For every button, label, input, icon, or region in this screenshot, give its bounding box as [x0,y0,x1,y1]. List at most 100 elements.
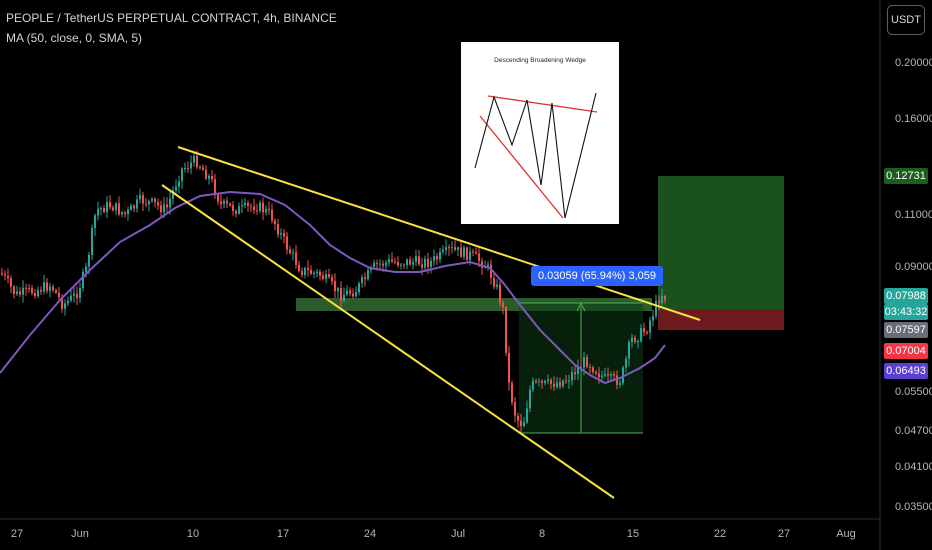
candle-body [511,382,513,403]
candle-body [307,267,309,270]
candle-body [634,337,636,342]
candle-body [346,290,348,295]
time-tick-label: Jun [71,528,89,540]
candle-body [211,176,213,180]
candle-body [409,259,411,265]
price-tick-label: 0.09000 [895,261,932,273]
candle-body [238,206,240,214]
candle-body [118,203,120,215]
time-tick-label: 8 [539,528,545,540]
candle-body [283,233,285,237]
candle-body [652,316,654,321]
candle-body [334,281,336,292]
candle-body [22,287,24,295]
position-target-zone [658,176,784,309]
candle-body [163,204,165,213]
candle-body [178,181,180,187]
candle-body [352,293,354,297]
time-axis[interactable]: 27 Jun 10 17 24 Jul 8 15 22 27 Aug [11,528,856,540]
candle-body [256,210,258,212]
time-tick-label: 22 [714,528,726,540]
candle-body [520,420,522,427]
inset-background [461,42,619,224]
candle-body [601,375,603,378]
candle-body [184,167,186,169]
candle-body [169,198,171,208]
candle-body [469,251,471,260]
candle-body [301,271,303,275]
candle-body [214,179,216,195]
candle-body [574,372,576,375]
stop-price-badge: 0.07004 [884,343,928,359]
inset-upper-line [487,95,598,113]
candle-body [424,258,426,268]
currency-button[interactable]: USDT [887,5,925,35]
candle-body [121,212,123,215]
candle-body [403,264,405,266]
candle-body [319,271,321,276]
candle-body [208,176,210,179]
candle-body [127,209,129,215]
candle-body [193,155,195,163]
candle-body [76,293,78,299]
candle-body [406,259,408,266]
candle-body [103,207,105,213]
candle-body [349,290,351,294]
candle-body [217,194,219,202]
inset-lower-line [479,115,564,219]
candle-body [583,357,585,368]
candle-body [490,264,492,279]
inset-title: Descending Broadening Wedge [494,57,586,64]
candle-body [508,352,510,383]
candle-body [259,202,261,212]
candle-body [262,202,264,213]
candle-body [526,408,528,423]
candle-body [613,374,615,376]
candle-body [622,367,624,384]
candle-body [466,247,468,260]
candle-body [298,264,300,272]
candle-body [73,293,75,296]
candle-body [1,273,3,275]
candle-body [133,205,135,209]
inset-zigzag [474,92,597,219]
candle-body [592,367,594,373]
candle-body [412,261,414,265]
candle-body [439,251,441,260]
indicator-label[interactable]: MA (50, close, 0, SMA, 5) [6,31,143,45]
symbol-title: PEOPLE / TetherUS PERPETUAL CONTRACT, 4h… [6,11,337,25]
candle-body [550,379,552,384]
candle-body [226,200,228,204]
candle-body [589,366,591,368]
countdown-badge: 03:43:32 [884,304,928,320]
candle-body [31,288,33,294]
candle-body [97,208,99,216]
candle-body [445,247,447,250]
candle-body [625,358,627,368]
candle-body [328,274,330,278]
candle-body [619,383,621,385]
candle-body [241,205,243,207]
candle-body [313,272,315,274]
candle-body [664,296,666,301]
candle-body [394,261,396,263]
candle-body [460,247,462,257]
candle-body [220,201,222,205]
price-axis[interactable]: 0.20000 0.16000 0.11000 0.09000 0.05500 0.047… [895,57,932,513]
candle-body [136,199,138,209]
candle-body [16,291,18,294]
candle-body [538,381,540,383]
candle-body [502,302,504,307]
candle-body [577,366,579,375]
candle-body [49,286,51,291]
candle-body [175,186,177,191]
candle-body [109,202,111,208]
candle-body [157,202,159,206]
candle-body [442,249,444,252]
candle-body [70,295,72,301]
candle-body [28,287,30,289]
candle-body [571,372,573,381]
candle-body [451,247,453,249]
candle-body [499,284,501,303]
